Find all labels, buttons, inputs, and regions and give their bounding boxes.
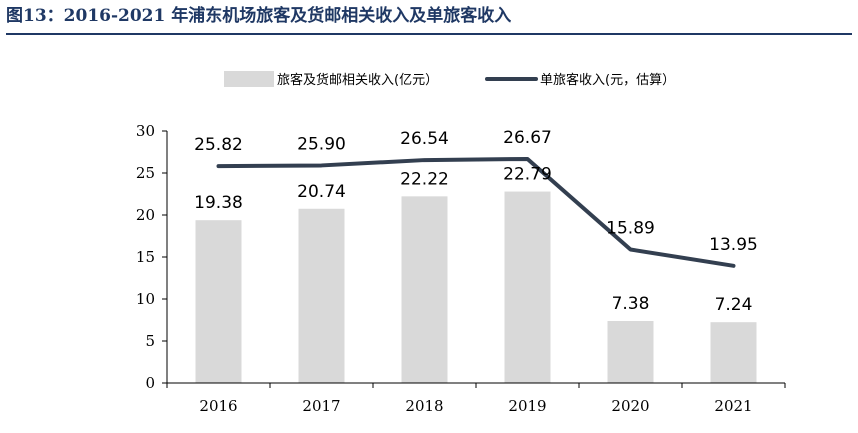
bar bbox=[504, 191, 551, 383]
line-data-label: 26.67 bbox=[503, 128, 552, 148]
bar bbox=[607, 321, 654, 383]
y-tick-label: 10 bbox=[136, 290, 155, 308]
line-data-label: 25.90 bbox=[297, 134, 346, 154]
line-data-label: 26.54 bbox=[400, 129, 449, 149]
y-tick-label: 20 bbox=[136, 206, 155, 224]
y-tick-label: 15 bbox=[136, 248, 155, 266]
line-data-label: 13.95 bbox=[709, 235, 758, 255]
bar bbox=[195, 220, 242, 383]
x-tick-label: 2020 bbox=[611, 397, 649, 415]
bar bbox=[298, 208, 345, 383]
y-tick-label: 30 bbox=[136, 122, 155, 140]
bar-data-label: 22.22 bbox=[400, 169, 449, 189]
line-series-path bbox=[216, 156, 736, 268]
bar-data-label: 7.38 bbox=[612, 294, 650, 314]
bar bbox=[401, 196, 448, 383]
legend-line-label: 单旅客收入(元，估算） bbox=[540, 72, 675, 88]
line-data-label: 15.89 bbox=[606, 219, 655, 239]
legend-bar-label: 旅客及货邮相关收入(亿元） bbox=[277, 72, 438, 88]
bar-data-label: 20.74 bbox=[297, 182, 346, 202]
legend-bar-swatch bbox=[224, 71, 274, 87]
y-tick-label: 5 bbox=[145, 332, 155, 350]
x-tick-label: 2019 bbox=[508, 397, 546, 415]
x-tick-label: 2021 bbox=[714, 397, 752, 415]
x-tick-label: 2017 bbox=[302, 397, 340, 415]
title-rule bbox=[6, 33, 852, 35]
x-tick-label: 2016 bbox=[199, 397, 237, 415]
bar-data-label: 7.24 bbox=[715, 295, 753, 315]
y-tick-label: 0 bbox=[145, 374, 155, 392]
bar-data-label: 19.38 bbox=[194, 193, 243, 213]
x-tick-label: 2018 bbox=[405, 397, 443, 415]
y-tick-label: 25 bbox=[136, 164, 155, 182]
figure-title: 图13：2016-2021 年浦东机场旅客及货邮相关收入及单旅客收入 bbox=[6, 6, 512, 26]
line-data-label: 25.82 bbox=[194, 135, 243, 155]
bar-data-label: 22.79 bbox=[503, 165, 552, 185]
bar bbox=[710, 322, 757, 383]
